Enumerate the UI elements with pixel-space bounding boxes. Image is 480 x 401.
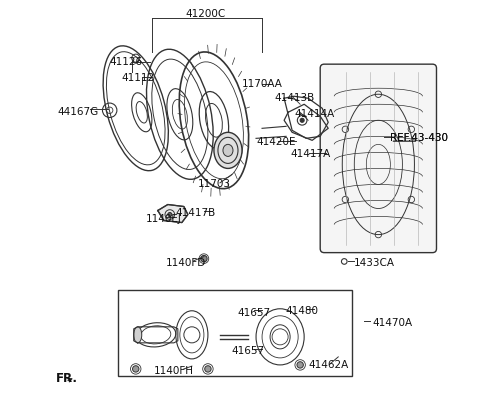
Circle shape xyxy=(204,366,211,372)
Circle shape xyxy=(201,255,207,262)
Text: 41112: 41112 xyxy=(121,73,154,83)
Circle shape xyxy=(300,118,304,122)
Text: REF.43-430: REF.43-430 xyxy=(390,134,448,143)
Text: 41420E: 41420E xyxy=(256,138,296,147)
Text: 41657: 41657 xyxy=(231,346,264,356)
Text: 41414A: 41414A xyxy=(294,109,334,119)
Text: 41480: 41480 xyxy=(286,306,319,316)
Text: 41413B: 41413B xyxy=(274,93,314,103)
Text: 41126: 41126 xyxy=(109,57,142,67)
Circle shape xyxy=(132,366,139,372)
Text: 1140FD: 1140FD xyxy=(166,258,206,267)
Text: 41470A: 41470A xyxy=(372,318,412,328)
Ellipse shape xyxy=(134,327,142,343)
Text: 1140FH: 1140FH xyxy=(154,366,194,376)
Text: 1140EJ: 1140EJ xyxy=(146,214,182,223)
Text: 41657: 41657 xyxy=(238,308,271,318)
Text: 44167G: 44167G xyxy=(57,107,98,117)
Text: FR.: FR. xyxy=(56,373,78,385)
Text: 11703: 11703 xyxy=(197,180,230,189)
Ellipse shape xyxy=(214,132,242,168)
Text: 1433CA: 1433CA xyxy=(354,258,396,267)
Text: 41417A: 41417A xyxy=(290,150,330,159)
Text: 41200C: 41200C xyxy=(186,9,226,19)
Text: 41417B: 41417B xyxy=(176,208,216,217)
FancyBboxPatch shape xyxy=(320,64,436,253)
Text: 1170AA: 1170AA xyxy=(241,79,283,89)
Text: 41462A: 41462A xyxy=(308,360,348,370)
FancyArrowPatch shape xyxy=(68,379,72,382)
Text: REF.43-430: REF.43-430 xyxy=(390,134,448,143)
Ellipse shape xyxy=(223,144,233,156)
Polygon shape xyxy=(158,205,188,223)
Circle shape xyxy=(168,213,172,217)
Circle shape xyxy=(297,362,303,368)
